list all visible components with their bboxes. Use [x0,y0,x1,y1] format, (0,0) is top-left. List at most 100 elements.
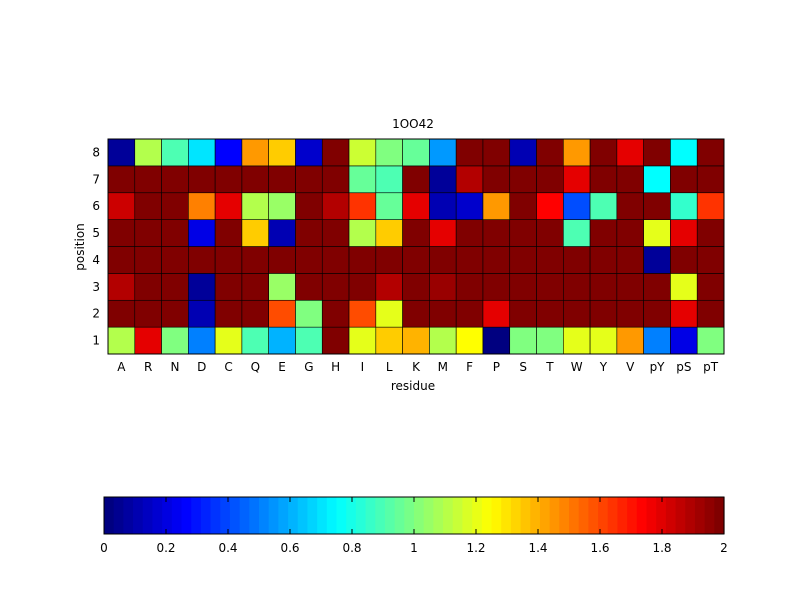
y-tick-label: 6 [92,199,100,213]
heatmap-cell [455,165,484,194]
heatmap-cell [536,138,564,167]
colorbar-band [104,497,115,534]
heatmap-cell [348,192,377,220]
colorbar-band [472,497,483,534]
colorbar-band [162,497,173,534]
heatmap-cell [670,138,698,167]
y-tick-labels: 1 2 3 4 5 6 7 8 [92,145,100,347]
heatmap-cell [670,219,698,247]
heatmap-cell [696,246,725,274]
x-tick-label: D [197,360,206,374]
heatmap-cell [670,246,698,274]
colorbar-band [627,497,638,534]
heatmap-cell [562,299,591,328]
heatmap-cell [375,192,403,220]
colorbar-tick-labels: 0 0.2 0.4 0.6 0.8 1 1.2 1.4 1.6 1.8 2 [100,497,728,555]
x-tick-label: A [117,360,126,374]
colorbar-band [530,497,541,534]
heatmap-cell [696,165,725,194]
colorbar-tick-label: 1 [410,541,418,555]
x-tick-label: W [571,360,583,374]
heatmap-cell [536,299,564,328]
heatmap-cell [375,246,403,274]
heatmap-cell [616,219,644,247]
colorbar-band [239,497,250,534]
heatmap-cell [562,192,591,220]
heatmap-cell [455,192,484,220]
heatmap-cell [295,192,323,220]
heatmap-cell [696,138,725,167]
colorbar-tick-label: 0.2 [156,541,175,555]
colorbar-band [365,497,376,534]
colorbar-band [326,497,338,534]
colorbar-tick-label: 2 [720,541,728,555]
heatmap-cell [348,138,377,167]
heatmap-cell [589,326,618,355]
heatmap-cell [482,246,511,274]
heatmap-cell [161,192,189,220]
x-tick-label: pS [676,360,691,374]
heatmap-cell [188,138,216,167]
colorbar-band [297,497,309,534]
colorbar-band [598,497,609,534]
x-tick-label: P [493,360,500,374]
colorbar-band [113,497,124,534]
colorbar-band [481,497,493,534]
heatmap-cell [188,246,216,274]
heatmap-cell [107,192,136,220]
heatmap-cell [375,299,403,328]
heatmap-cell [429,326,457,355]
heatmap-cell [214,165,243,194]
heatmap-cell [509,165,537,194]
colorbar-band [394,497,405,534]
heatmap-cell [161,326,189,355]
colorbar-band [675,497,686,534]
heatmap-cell [616,246,644,274]
heatmap-cell [482,299,511,328]
heatmap-cell [321,299,350,328]
colorbar-band [259,497,270,534]
heatmap-cell [455,299,484,328]
x-tick-label: pY [650,360,666,374]
colorbar-band [191,497,202,534]
heatmap-cell [509,138,537,167]
heatmap-cell [214,192,243,220]
colorbar-tick-label: 0.8 [342,541,361,555]
heatmap-cell [268,246,296,274]
y-tick-label: 5 [92,226,100,240]
colorbar-band [404,497,415,534]
heatmap-cell [268,165,296,194]
x-tick-label: Y [599,360,608,374]
colorbar-band [549,497,560,534]
heatmap-cell [589,219,618,247]
heatmap-cell [188,326,216,355]
heatmap-cell [188,219,216,247]
y-tick-label: 3 [92,280,100,294]
heatmap-cell [482,138,511,167]
heatmap-cell [670,192,698,220]
heatmap-cell [321,273,350,301]
colorbar-band [462,497,473,534]
heatmap-cell [134,273,162,301]
y-tick-label: 7 [92,172,100,186]
heatmap-cell [589,165,618,194]
heatmap-cell [268,273,296,301]
heatmap-cell [161,165,189,194]
colorbar-band [142,497,154,534]
colorbar-band [181,497,192,534]
colorbar-tick-label: 1.8 [652,541,671,555]
heatmap-cell [616,165,644,194]
colorbar-band [355,497,367,534]
heatmap-cell [268,219,296,247]
x-tick-label: R [144,360,152,374]
heatmap-cell [295,299,323,328]
heatmap-cell [696,326,725,355]
x-tick-label: N [170,360,179,374]
heatmap-cell [107,219,136,247]
heatmap-cell [161,219,189,247]
heatmap-cell [402,273,430,301]
colorbar-band [268,497,279,534]
x-tick-label: M [438,360,448,374]
heatmap-cell [321,138,350,167]
